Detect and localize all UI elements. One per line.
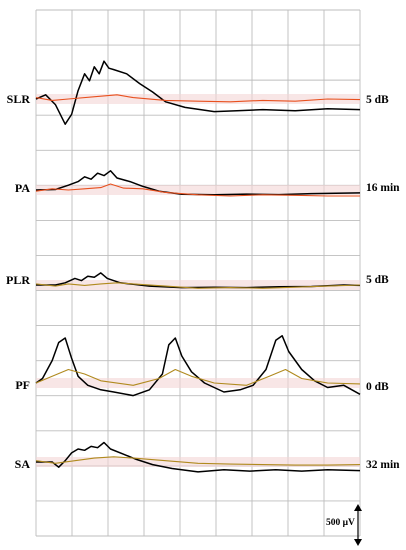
trace-pf-baseline <box>35 368 361 386</box>
trace-slr-baseline <box>35 94 361 103</box>
panel-condition-plr: 5 dB <box>366 274 389 286</box>
chart-traces <box>35 60 361 473</box>
baseline-band-sa <box>36 457 360 467</box>
panel-label-pf: PF <box>15 378 30 392</box>
baseline-band-plr <box>36 280 360 290</box>
panel-label-sa: SA <box>14 457 30 471</box>
baseline-band-pa <box>36 185 360 195</box>
panel-condition-slr: 5 dB <box>366 94 389 106</box>
baseline-band-slr <box>36 94 360 104</box>
panel-label-plr: PLR <box>6 273 30 287</box>
panel-label-pa: PA <box>14 181 30 195</box>
trace-plr-baseline <box>35 282 361 289</box>
panel-condition-pf: 0 dB <box>366 381 389 393</box>
panel-condition-pa: 16 min <box>366 182 400 194</box>
trace-sa-baseline <box>35 456 361 466</box>
baseline-bands <box>36 94 360 467</box>
panel-label-slr: SLR <box>6 92 30 106</box>
panel-condition-sa: 32 min <box>366 459 400 471</box>
trace-sa-test <box>36 441 361 473</box>
trace-slr-test <box>35 60 361 125</box>
scale-bar-label: 500 μV <box>326 518 355 528</box>
baseline-band-pf <box>36 378 360 388</box>
trace-pa-baseline <box>35 183 360 197</box>
scale-bar <box>354 504 362 546</box>
trace-pf-test <box>35 335 361 397</box>
